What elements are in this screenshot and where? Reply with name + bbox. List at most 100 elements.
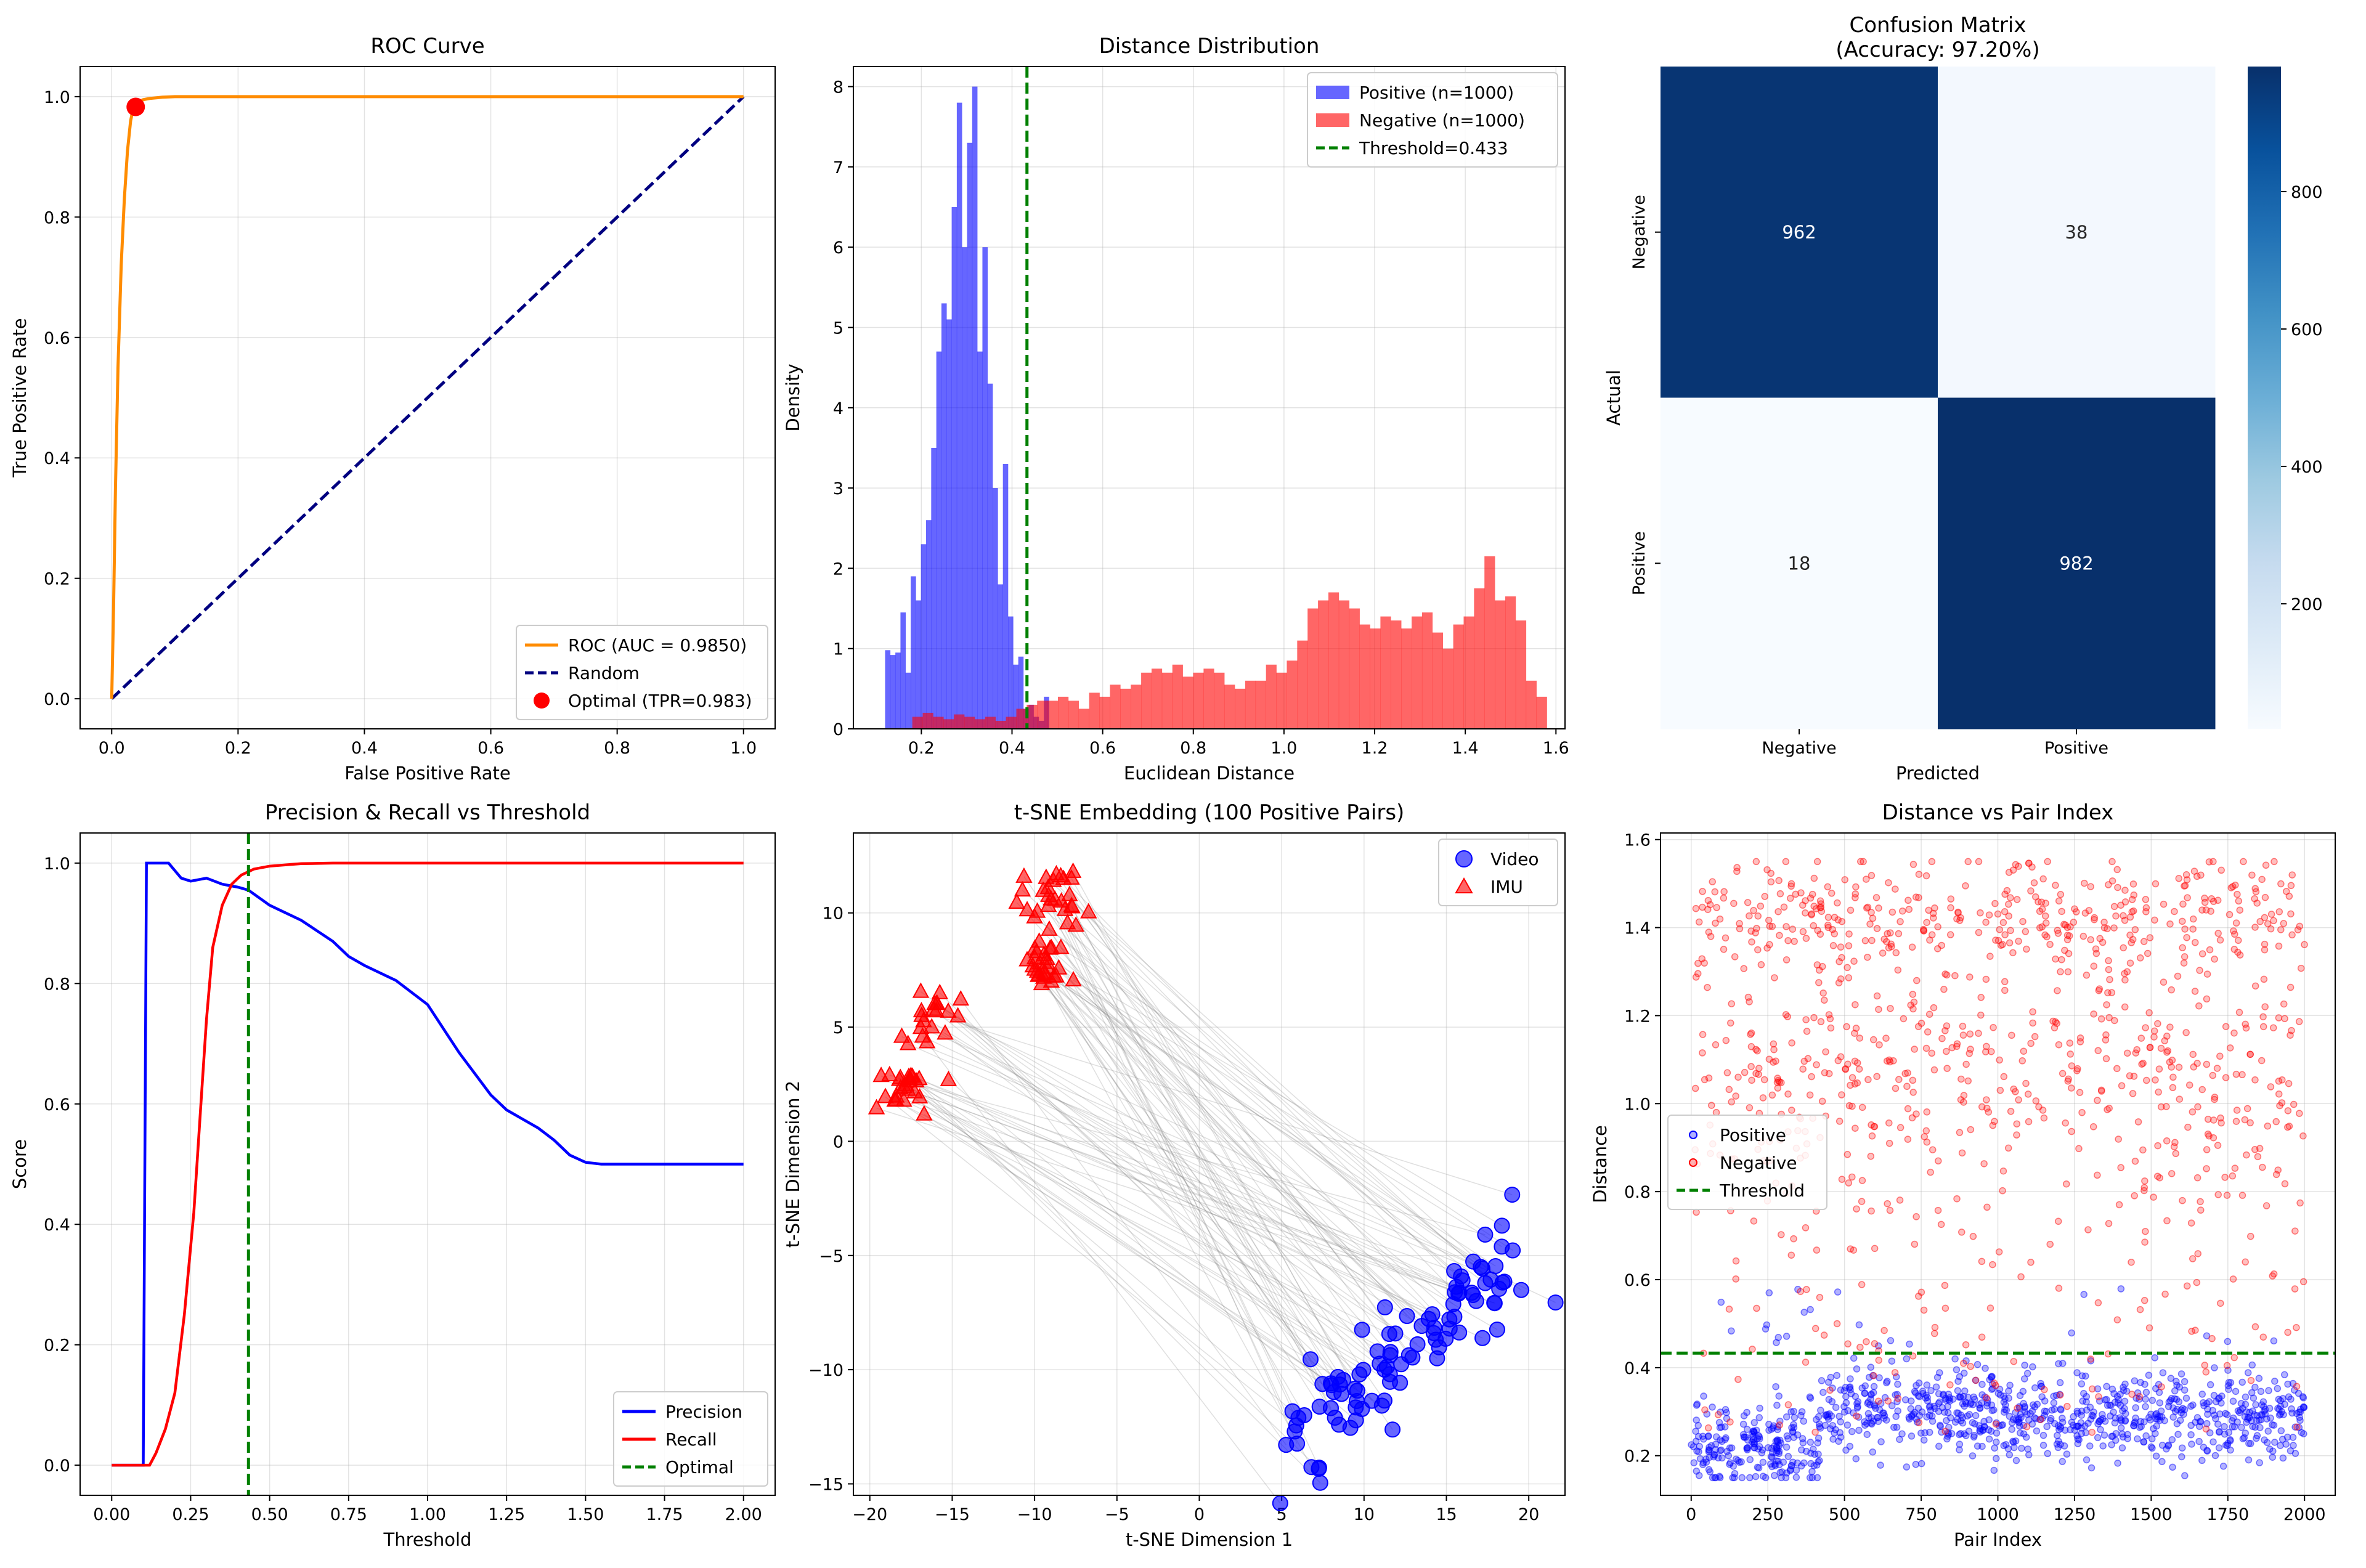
negative-point: [2287, 983, 2295, 991]
imu-point: [1018, 901, 1036, 917]
negative-point: [2065, 949, 2073, 957]
negative-point: [2230, 1029, 2238, 1037]
negative-point: [2057, 968, 2064, 976]
positive-point: [2257, 1387, 2265, 1395]
positive-point: [1956, 1373, 1964, 1381]
pr-legend-label: Optimal: [665, 1457, 734, 1477]
negative-point: [1977, 909, 1984, 917]
positive-point: [1759, 1458, 1767, 1466]
tsne-pair-line: [931, 1026, 1437, 1359]
tsne-pair-line: [876, 1107, 1495, 1304]
tsne-xtick-label: 0: [1194, 1505, 1205, 1524]
negative-point: [2258, 1057, 2266, 1065]
negative-point: [2136, 1306, 2144, 1314]
positive-point: [2206, 1381, 2214, 1389]
positive-point: [2008, 1426, 2015, 1433]
negative-point: [2267, 1083, 2275, 1091]
negative-point: [1747, 1063, 1755, 1070]
positive-point: [2167, 1375, 2175, 1382]
positive-point: [2100, 1431, 2108, 1439]
negative-point: [1701, 1406, 1709, 1414]
positive-point: [2182, 1394, 2190, 1402]
pr-ylabel: Score: [9, 1139, 30, 1189]
positive-point: [1797, 1462, 1805, 1470]
negative-point: [2155, 1088, 2162, 1096]
positive-point: [2109, 1432, 2116, 1440]
positive-point: [1752, 1473, 1760, 1481]
negative-point: [2214, 1191, 2222, 1198]
negative-point: [2160, 900, 2168, 908]
positive-point: [1954, 1387, 1962, 1394]
negative-point: [1956, 1129, 1964, 1136]
negative-hist-bar: [1453, 624, 1464, 729]
positive-point: [2256, 1459, 2263, 1466]
negative-point: [2175, 1063, 2183, 1071]
negative-point: [1966, 973, 1974, 981]
negative-point: [2115, 1201, 2123, 1209]
imu-point: [890, 1070, 908, 1086]
negative-point: [2094, 1097, 2101, 1104]
positive-point: [2245, 1456, 2253, 1464]
imu-point: [1038, 868, 1055, 884]
positive-point: [2117, 1424, 2125, 1432]
negative-point: [1943, 1047, 1950, 1055]
tsne-pair-line: [1026, 959, 1446, 1339]
negative-point: [1888, 908, 1896, 916]
positive-point: [1942, 1396, 1950, 1404]
positive-point: [1972, 1412, 1980, 1420]
tsne-pair-line: [923, 1020, 1460, 1333]
negative-point: [1763, 944, 1771, 952]
dist-xlabel: Euclidean Distance: [1124, 763, 1295, 784]
positive-point: [1903, 1463, 1911, 1471]
negative-point: [2025, 1118, 2033, 1126]
negative-hist-bar: [1047, 701, 1059, 729]
negative-point: [2182, 1029, 2190, 1036]
negative-point: [1802, 909, 1809, 917]
negative-point: [1746, 998, 1753, 1005]
video-point: [1296, 1407, 1312, 1423]
negative-point: [2027, 1259, 2035, 1266]
negative-point: [2064, 1077, 2071, 1085]
tsne-pair-line: [948, 1079, 1357, 1421]
negative-point: [1922, 872, 1930, 880]
positive-point: [1925, 1429, 1933, 1436]
tsne-pair-line: [1055, 976, 1454, 1305]
negative-point: [2121, 917, 2129, 924]
tsne-pair-line: [880, 1075, 1357, 1402]
positive-point: [1726, 1444, 1734, 1452]
pairs-legend-label: Threshold: [1719, 1180, 1805, 1201]
negative-point: [2232, 1118, 2240, 1125]
positive-point: [1709, 1403, 1716, 1411]
positive-hist-bar: [946, 319, 952, 729]
tsne-xtick-label: 10: [1354, 1505, 1375, 1524]
negative-point: [2176, 1095, 2184, 1103]
positive-point: [1815, 1420, 1823, 1428]
positive-point: [2131, 1420, 2138, 1427]
negative-point: [2001, 986, 2009, 994]
negative-point: [2013, 1120, 2021, 1127]
roc-legend-box: [516, 625, 768, 720]
negative-point: [1947, 895, 1955, 903]
negative-point: [1959, 1031, 1967, 1039]
negative-point: [2243, 1105, 2251, 1113]
negative-point: [1748, 938, 1755, 946]
positive-point: [2232, 1387, 2240, 1395]
dist-xtick-label: 1.0: [1270, 739, 1297, 758]
negative-point: [2140, 1184, 2149, 1192]
positive-point: [1717, 1298, 1725, 1306]
negative-point: [2152, 880, 2160, 888]
positive-point: [2020, 1375, 2028, 1383]
positive-point: [2059, 1415, 2066, 1422]
negative-point: [2017, 1273, 2025, 1281]
tsne-pair-line: [889, 1074, 1455, 1272]
positive-hist-bar: [941, 303, 947, 729]
negative-point: [2214, 896, 2222, 904]
positive-point: [2251, 1423, 2259, 1431]
negative-point: [2146, 934, 2154, 941]
negative-point: [2142, 1024, 2149, 1031]
negative-point: [1986, 1304, 1994, 1312]
positive-point: [2265, 1387, 2272, 1394]
negative-point: [1844, 1151, 1852, 1158]
imu-point: [916, 1105, 933, 1121]
